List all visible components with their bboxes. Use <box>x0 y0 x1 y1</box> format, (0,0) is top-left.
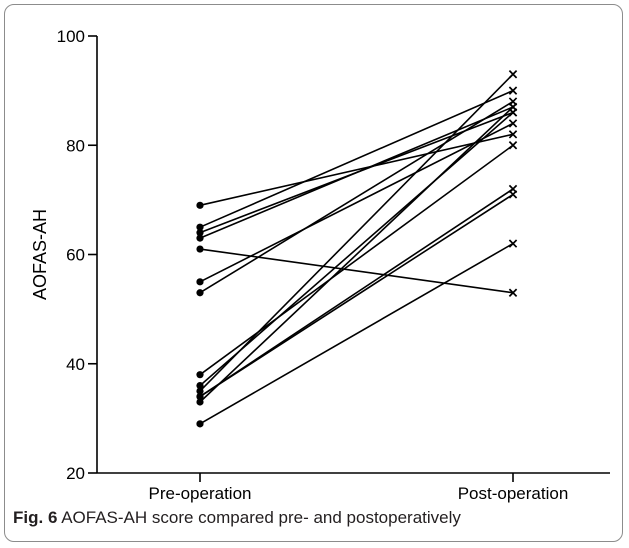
subject-line <box>199 122 514 283</box>
pre-operation-point <box>196 278 204 286</box>
y-tick-label: 100 <box>57 27 85 46</box>
post-operation-point <box>508 130 518 139</box>
pre-operation-point <box>196 289 204 297</box>
caption-text: AOFAS-AH score compared pre- and postope… <box>61 508 461 527</box>
y-axis-label: AOFAS-AH <box>30 209 50 300</box>
x-tick-label: Post-operation <box>458 484 569 503</box>
subject-line <box>199 144 514 376</box>
figure-caption: Fig. 6 AOFAS-AH score compared pre- and … <box>13 508 461 528</box>
post-marker-stroke <box>508 119 518 128</box>
caption-label: Fig. 6 <box>13 508 58 527</box>
y-tick-label: 60 <box>66 246 85 265</box>
post-operation-point <box>508 70 518 79</box>
pre-operation-point <box>196 229 204 237</box>
pre-operation-point <box>196 234 204 242</box>
x-tick-label: Pre-operation <box>148 484 251 503</box>
pre-operation-point <box>196 387 204 395</box>
subject-line <box>199 248 514 294</box>
post-marker-stroke <box>508 288 518 297</box>
post-marker-stroke <box>508 102 518 112</box>
axes <box>96 36 610 474</box>
pre-operation-point <box>196 398 204 406</box>
post-operation-point <box>508 141 518 150</box>
y-tick-label: 40 <box>66 355 85 374</box>
subject-line <box>199 106 514 239</box>
series <box>196 70 518 428</box>
post-marker-stroke <box>508 130 518 139</box>
pre-operation-point <box>196 223 204 231</box>
y-ticks: 20 40 60 80 100 <box>57 27 97 483</box>
post-operation-point <box>508 288 518 297</box>
subject-line <box>199 106 514 403</box>
post-operation-point <box>508 119 518 128</box>
pre-operation-point <box>196 371 204 379</box>
post-marker-stroke <box>508 70 518 79</box>
pre-operation-point <box>196 382 204 390</box>
figure-frame <box>4 4 623 542</box>
x-ticks: Pre-operation Post-operation <box>148 473 568 503</box>
post-operation-point <box>508 102 518 112</box>
post-operation-point <box>508 86 518 95</box>
subject-line <box>199 73 514 392</box>
post-marker-stroke <box>508 239 518 248</box>
pre-operation-point <box>196 392 204 401</box>
pre-operation-point <box>196 201 204 209</box>
subject-line <box>199 89 514 228</box>
y-tick-label: 80 <box>66 136 85 155</box>
post-marker-stroke <box>508 86 518 95</box>
subject-line <box>199 100 514 294</box>
post-operation-point <box>508 190 518 199</box>
post-marker-stroke <box>508 141 518 150</box>
post-marker-stroke <box>508 190 518 199</box>
subject-line <box>199 193 514 398</box>
subject-line <box>199 242 514 425</box>
pre-operation-point <box>196 420 204 428</box>
pre-operation-point <box>196 245 204 253</box>
subject-line <box>199 111 514 387</box>
subject-line <box>199 133 514 207</box>
post-operation-point <box>508 239 518 248</box>
y-tick-label: 20 <box>66 464 85 483</box>
